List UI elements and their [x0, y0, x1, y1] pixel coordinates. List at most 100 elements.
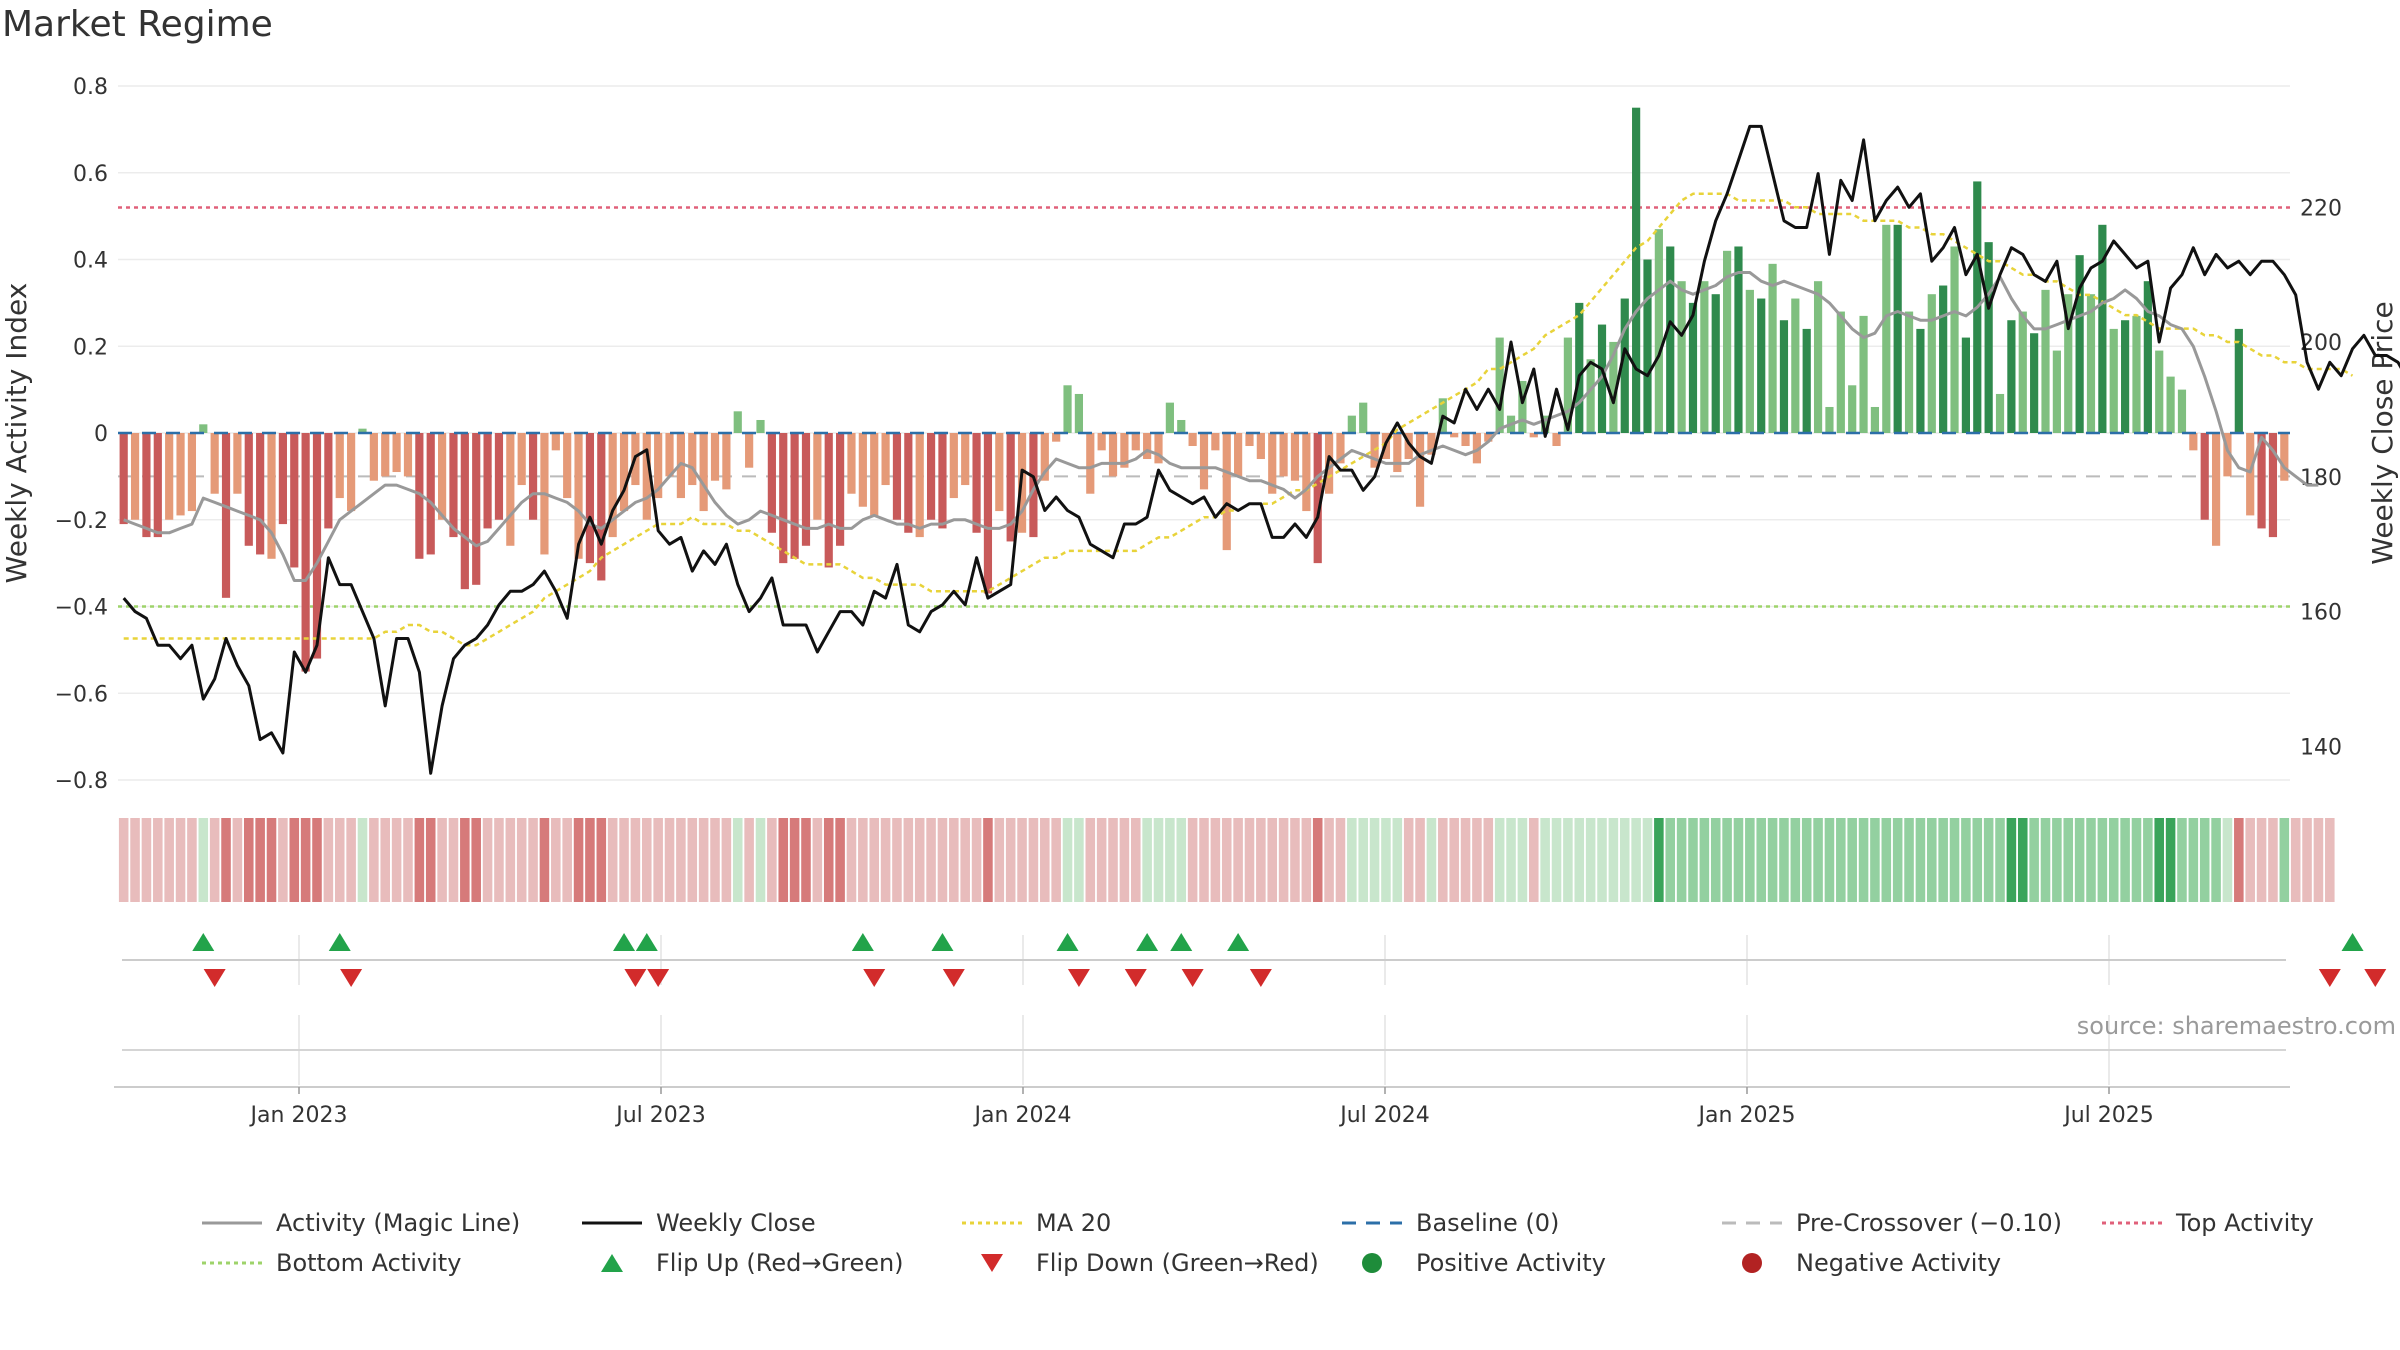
regime-strip-cell — [243, 818, 254, 902]
legend-label: Positive Activity — [1416, 1249, 1606, 1277]
regime-strip-cell — [903, 818, 914, 902]
regime-strip-cell — [1972, 818, 1983, 902]
activity-bar — [347, 433, 356, 512]
regime-strip-cell — [2245, 818, 2255, 902]
regime-strip-cell — [1392, 818, 1403, 902]
activity-bar — [1461, 433, 1470, 447]
regime-strip-cell — [1256, 818, 1266, 902]
legend-symbol — [2102, 1221, 2162, 1225]
activity-bar — [1029, 433, 1038, 538]
regime-strip-cell — [1688, 818, 1698, 902]
regime-strip-cell — [1983, 818, 1994, 902]
regime-strip-cell — [2165, 818, 2176, 902]
regime-strip-cell — [1619, 818, 1630, 902]
legend-symbol — [1722, 1221, 1782, 1225]
regime-strip-cell — [1733, 818, 1744, 902]
regime-strip-cell — [2131, 818, 2142, 902]
regime-strip-cell — [1699, 818, 1710, 902]
activity-bar — [2075, 255, 2084, 433]
flip-down-marker — [863, 969, 886, 987]
activity-bar — [983, 433, 993, 594]
activity-bar — [2018, 311, 2027, 433]
regime-strip-cell — [380, 818, 391, 902]
legend-label: Baseline (0) — [1416, 1209, 1560, 1237]
regime-strip-cell — [1472, 818, 1482, 902]
legend-symbol — [962, 1221, 1022, 1225]
regime-strip-cell — [1847, 818, 1857, 902]
regime-strip-cell — [141, 818, 152, 902]
activity-bar — [551, 433, 560, 451]
activity-bar — [1723, 250, 1732, 433]
activity-bar — [1575, 302, 1584, 433]
activity-bar — [426, 433, 435, 555]
legend-symbol — [981, 1254, 1003, 1272]
x-tick-label: Jul 2024 — [1338, 1103, 1430, 1128]
regime-strip-cell — [607, 818, 618, 902]
y-left-tick-label: −0.6 — [55, 682, 108, 707]
legend-item: Bottom Activity — [200, 1248, 580, 1278]
regime-strip-cell — [2120, 818, 2130, 902]
regime-strip-cell — [960, 818, 970, 902]
activity-bar — [1893, 224, 1902, 433]
flip-up-marker — [192, 933, 215, 951]
regime-strip-cell — [1005, 818, 1016, 902]
regime-strip-cell — [1949, 818, 1960, 902]
regime-strip-cell — [1130, 818, 1141, 902]
regime-strip-cell — [1085, 818, 1096, 902]
regime-strip-cell — [1210, 818, 1221, 902]
activity-bar — [1279, 433, 1288, 477]
x-tick-label: Jan 2024 — [973, 1103, 1072, 1128]
regime-strip-cell — [1995, 818, 2005, 902]
regime-strip-cell — [2006, 818, 2017, 902]
regime-strip-cell — [300, 818, 311, 902]
activity-bar — [1450, 433, 1459, 438]
activity-bar — [358, 428, 367, 433]
regime-strip-cell — [1153, 818, 1164, 902]
activity-bar — [1006, 433, 1015, 542]
regime-strip-cell — [983, 818, 993, 902]
activity-bar — [892, 433, 902, 520]
activity-bar — [1700, 281, 1709, 433]
regime-strip-cell — [255, 818, 265, 902]
activity-bar — [1143, 433, 1152, 460]
activity-bar — [2030, 333, 2039, 433]
regime-strip-cell — [1904, 818, 1914, 902]
flip-up-marker — [613, 933, 636, 951]
regime-strip-cell — [562, 818, 572, 902]
activity-bar — [1563, 337, 1572, 433]
regime-strip-cell — [1494, 818, 1505, 902]
activity-bar — [881, 433, 890, 486]
flip-up-marker — [1056, 933, 1079, 951]
flip-down-marker — [1067, 969, 1090, 987]
legend-label: Top Activity — [2176, 1209, 2314, 1237]
regime-strip-cell — [1040, 818, 1050, 902]
regime-strip-cell — [2177, 818, 2187, 902]
activity-bar — [1336, 433, 1345, 464]
activity-bar — [745, 433, 754, 468]
regime-strip-cell — [2143, 818, 2153, 902]
legend-label: Flip Up (Red→Green) — [656, 1249, 904, 1277]
regime-strip-cell — [2268, 818, 2278, 902]
activity-bar — [438, 433, 447, 520]
regime-strip-cell — [1335, 818, 1346, 902]
regime-strip-cell — [1324, 818, 1334, 902]
activity-bar — [1222, 433, 1231, 551]
regime-strip-cell — [1790, 818, 1801, 902]
regime-strip-cell — [1278, 818, 1289, 902]
regime-strip-cell — [266, 818, 277, 902]
activity-bar — [1529, 433, 1538, 438]
activity-bar — [1745, 289, 1754, 433]
regime-strip-cell — [1290, 818, 1300, 902]
legend-item: Activity (Magic Line) — [200, 1208, 580, 1238]
activity-bar — [324, 433, 333, 529]
activity-bar — [597, 433, 606, 581]
x-tick-label: Jan 2023 — [249, 1103, 348, 1128]
regime-strip-cell — [232, 818, 243, 902]
activity-bar — [2189, 433, 2198, 451]
activity-bar — [1063, 385, 1072, 433]
regime-strip-cell — [1347, 818, 1357, 902]
activity-bar — [1120, 433, 1129, 468]
activity-bar — [392, 433, 401, 473]
regime-strip-cell — [914, 818, 925, 902]
regime-strip-cell — [391, 818, 402, 902]
